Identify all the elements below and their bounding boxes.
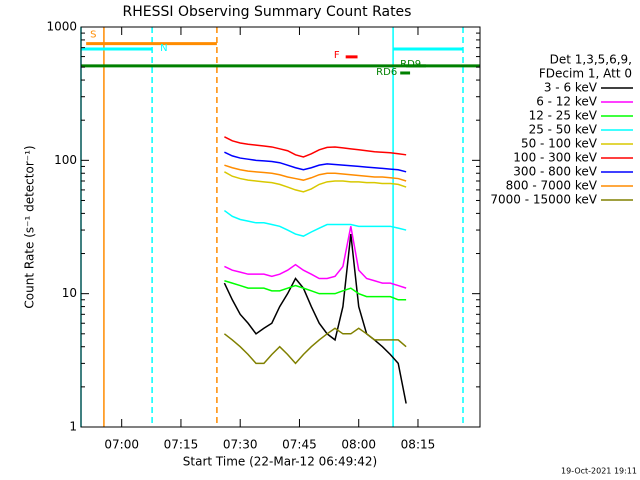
x-tick-label: 08:15	[401, 438, 436, 452]
x-tick-label: 07:30	[223, 438, 258, 452]
y-axis-label: Count Rate (s⁻¹ detector⁻¹)	[23, 145, 37, 308]
y-tick-label: 10	[62, 286, 77, 300]
flag-label: N	[160, 43, 167, 54]
legend-label: 3 - 6 keV	[544, 81, 598, 95]
legend-label: 6 - 12 keV	[536, 95, 598, 109]
series-line	[224, 226, 407, 289]
legend-header: FDecim 1, Att 0	[539, 67, 632, 81]
series-line	[223, 233, 407, 404]
y-tick-label: 1	[69, 420, 77, 434]
chart-title: RHESSI Observing Summary Count Rates	[123, 4, 412, 20]
legend-label: 300 - 800 keV	[513, 165, 597, 179]
plot-frame	[80, 26, 481, 428]
legend-header: Det 1,3,5,6,9,	[550, 53, 632, 67]
series-line	[224, 280, 407, 301]
x-tick-label: 07:00	[104, 438, 139, 452]
x-tick-label: 07:45	[282, 438, 317, 452]
x-axis-label: Start Time (22-Mar-12 06:49:42)	[183, 455, 377, 469]
y-tick-label: 1000	[46, 20, 77, 34]
flag-label: RD6	[376, 67, 397, 78]
series-line	[223, 327, 407, 365]
flag-label: RD9	[400, 59, 421, 70]
series-line	[224, 171, 407, 193]
series-line	[224, 164, 407, 182]
legend-label: 800 - 7000 keV	[506, 179, 598, 193]
flag-label: S	[90, 30, 96, 41]
legend-label: 25 - 50 keV	[529, 123, 598, 137]
series-line	[224, 151, 407, 173]
legend-label: 7000 - 15000 keV	[490, 193, 597, 207]
legend-label: 50 - 100 keV	[521, 137, 598, 151]
y-tick-label: 100	[54, 153, 77, 167]
footer-date: 19-Oct-2021 19:11	[561, 467, 637, 476]
x-tick-label: 07:15	[164, 438, 199, 452]
series-line	[224, 136, 407, 158]
x-tick-label: 08:00	[341, 438, 376, 452]
flag-label: F	[334, 50, 340, 61]
legend-label: 12 - 25 keV	[529, 109, 598, 123]
legend-label: 100 - 300 keV	[513, 151, 597, 165]
series-line	[223, 209, 407, 237]
